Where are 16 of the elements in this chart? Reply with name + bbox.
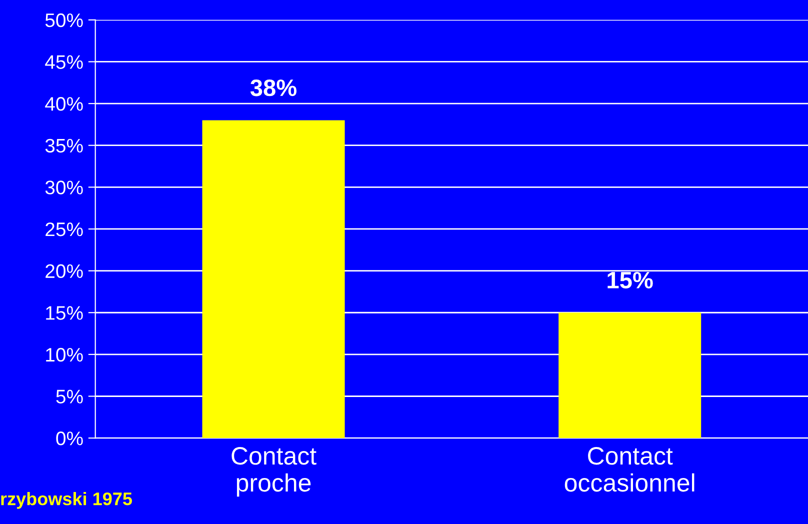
y-tick-label: 15% [46,306,83,320]
y-tick-label: 25% [46,222,83,236]
y-tick-label: 40% [45,97,83,111]
y-tick-label: 10% [46,348,83,362]
x-tick-label: Contact proche [232,447,316,497]
x-tick-label: Contact occasionnel [564,447,694,492]
y-tick-label: 50% [45,13,83,28]
data-label: 15% [608,272,653,289]
y-tick-label: 0% [56,432,83,446]
data-label: 38% [250,79,297,96]
y-tick-label: 20% [46,264,83,278]
y-tick-label: 45% [45,55,83,69]
y-tick-label: 5% [56,390,83,404]
y-tick-label: 35% [45,138,83,153]
text: rzybowski 1975 [1,492,132,509]
y-tick-label: 30% [45,180,83,194]
